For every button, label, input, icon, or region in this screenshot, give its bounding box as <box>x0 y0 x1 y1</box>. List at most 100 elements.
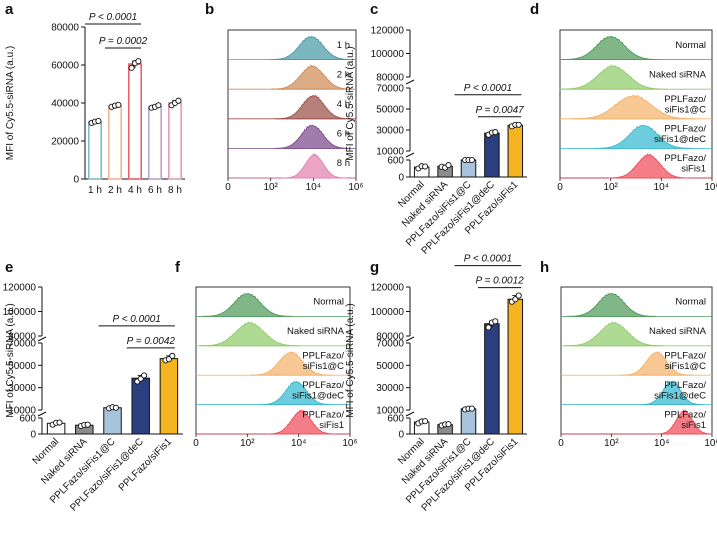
y-tick-label-c: 10000 <box>376 147 404 158</box>
x-tick-label-a: 1 h <box>88 185 102 196</box>
y-tick-label-g: 70000 <box>376 339 404 350</box>
data-point-e <box>141 372 148 379</box>
y-tick-label-g: 100000 <box>371 307 405 318</box>
track-label-h: Naked siRNA <box>649 326 707 337</box>
histogram-curve-d <box>594 124 693 149</box>
histogram-curve-h <box>620 351 693 376</box>
axis-break-c <box>405 79 415 85</box>
y-tick-label-c: 120000 <box>371 26 405 37</box>
panel-label-b: b <box>205 1 214 18</box>
track-label-h: PPLFazo/ <box>664 409 706 420</box>
data-point-g <box>485 324 492 331</box>
track-label-b: 6 h <box>337 129 350 140</box>
y-tick-label-e: 70000 <box>8 339 36 350</box>
histogram-curve-h <box>640 381 704 406</box>
histogram-curve-d <box>559 64 667 90</box>
track-label-d: siFis1 <box>681 164 706 175</box>
x-tick-label-b: 10⁴ <box>306 182 321 193</box>
bar-c <box>484 132 500 178</box>
track-label-d: siFis1@C <box>665 105 706 116</box>
y-tick-label-g: 50000 <box>376 361 404 372</box>
data-point-g <box>492 318 499 325</box>
x-tick-label-a: 8 h <box>168 185 182 196</box>
data-point-c <box>515 121 522 128</box>
data-point-g <box>445 421 452 428</box>
histogram-curve-b <box>282 153 347 179</box>
x-tick-label-d: 0 <box>557 182 563 193</box>
histogram-curve-d <box>561 36 660 61</box>
histogram-curve-f <box>266 409 336 435</box>
track-label-f: Naked siRNA <box>287 326 345 337</box>
y-tick-label-c: 100000 <box>371 49 405 60</box>
x-tick-label-d: 10⁶ <box>704 182 717 193</box>
bar-c <box>507 124 524 178</box>
panel-label-f: f <box>175 259 181 276</box>
track-label-b: 1 h <box>337 40 350 51</box>
p-value-c: P = 0.0047 <box>475 105 524 116</box>
track-label-d: PPLFazo/ <box>664 124 706 135</box>
panel-label-d: d <box>530 1 539 18</box>
x-tick-label-f: 10⁶ <box>342 438 357 449</box>
track-label-f: siFis1 <box>319 420 344 431</box>
p-value-a: P < 0.0001 <box>89 12 137 23</box>
y-tick-label-e: 0 <box>30 430 36 441</box>
y-tick-label-c: 0 <box>398 173 404 184</box>
y-tick-label-a: 0 <box>73 175 79 186</box>
histogram-curve-f <box>200 321 300 347</box>
panel-label-e: e <box>5 259 13 276</box>
p-value-e: P = 0.0042 <box>127 336 176 347</box>
x-tick-label-e: PPLFazo/siFis1 <box>117 436 175 494</box>
data-point-a <box>135 58 142 65</box>
data-point-c <box>492 129 499 136</box>
data-point-g <box>515 292 522 299</box>
data-point-e <box>112 404 119 411</box>
x-tick-label-b: 10⁶ <box>348 182 363 193</box>
histogram-curve-h <box>564 321 663 347</box>
track-label-h: PPLFazo/ <box>664 380 706 391</box>
data-point-e <box>169 352 176 359</box>
bar-a <box>148 106 163 180</box>
p-value-e: P < 0.0001 <box>113 314 161 325</box>
track-label-b: 2 h <box>337 69 350 80</box>
track-label-f: PPLFazo/ <box>302 351 344 362</box>
y-tick-label-g: 30000 <box>376 383 404 394</box>
data-point-e <box>56 419 63 426</box>
y-axis-label-a: MFI of Cy5.5-siRNA (a.u.) <box>5 46 16 160</box>
y-tick-label-c: 80000 <box>376 73 404 84</box>
y-tick-label-e: 600 <box>19 414 36 425</box>
axis-break-e <box>37 411 47 417</box>
y-axis-label-e: MFI of Cy5.5-siRNA (a.u.) <box>5 303 16 417</box>
track-label-f: PPLFazo/ <box>302 380 344 391</box>
bar-g <box>460 408 477 435</box>
p-value-c: P < 0.0001 <box>464 83 512 94</box>
histogram-curve-f <box>259 381 333 406</box>
histogram-curve-b <box>274 124 351 149</box>
track-label-d: siFis1@deC <box>654 134 706 145</box>
y-tick-label-e: 120000 <box>3 283 37 294</box>
panel-label-h: h <box>540 259 549 276</box>
histogram-curve-f <box>201 293 293 317</box>
data-point-g <box>468 405 475 412</box>
histogram-curve-h <box>566 293 656 317</box>
track-label-d: Naked siRNA <box>649 69 707 80</box>
track-label-d: Normal <box>675 40 706 51</box>
y-tick-label-e: 10000 <box>8 406 36 417</box>
x-tick-label-a: 6 h <box>148 185 162 196</box>
data-point-a <box>128 64 135 71</box>
y-tick-label-c: 600 <box>387 156 404 167</box>
track-label-h: siFis1@deC <box>654 390 706 401</box>
histogram-curve-d <box>570 94 697 120</box>
axis-break-c <box>405 152 415 158</box>
axis-break-g <box>405 411 415 417</box>
data-point-e <box>84 421 91 428</box>
x-tick-label-f: 0 <box>193 438 199 449</box>
y-tick-label-a: 20000 <box>51 137 79 148</box>
bar-e <box>131 377 150 435</box>
histogram-curve-h <box>655 409 713 435</box>
histogram-curve-b <box>270 64 354 90</box>
track-label-d: PPLFazo/ <box>664 94 706 105</box>
bar-a <box>168 102 183 180</box>
axis-break-g <box>405 336 415 342</box>
p-value-g: P = 0.0012 <box>475 276 524 287</box>
x-tick-label-h: 0 <box>558 438 564 449</box>
